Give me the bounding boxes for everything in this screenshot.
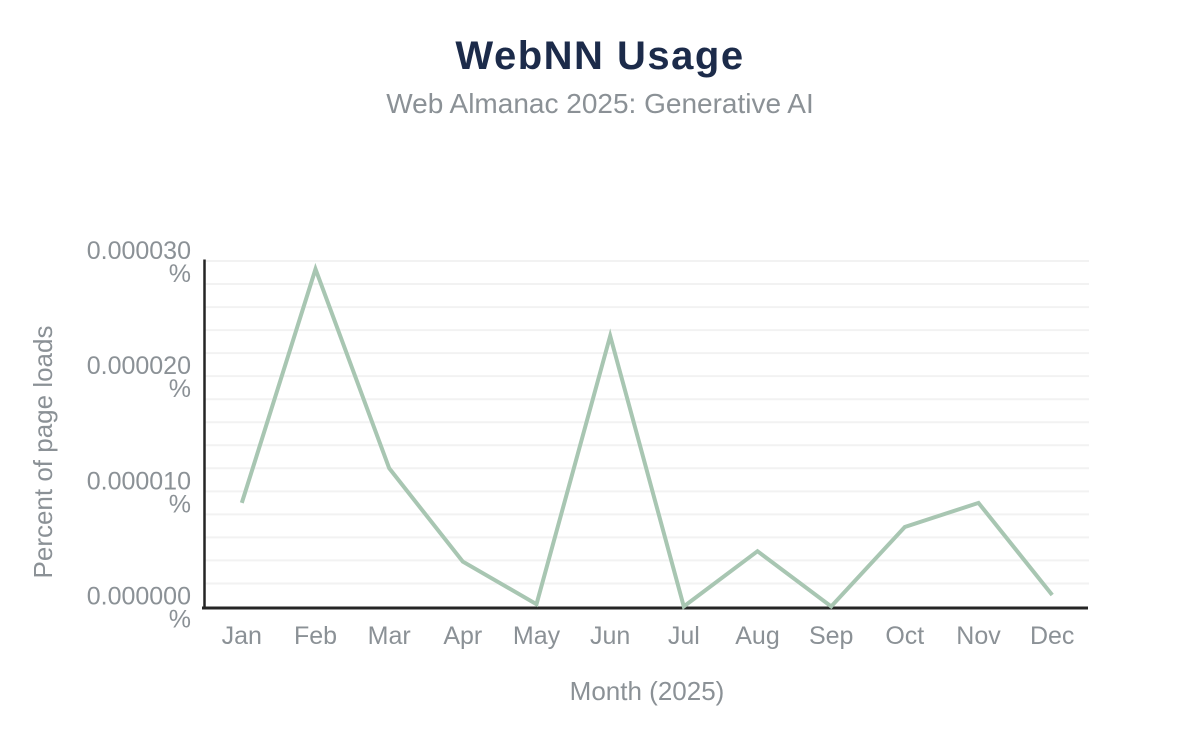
y-tick-label: 0.000000% bbox=[87, 583, 191, 634]
usage-line-series bbox=[239, 262, 1054, 610]
y-tick-label: 0.000020% bbox=[87, 352, 191, 403]
x-tick-label: Dec bbox=[1030, 622, 1074, 650]
x-axis-title: Month (2025) bbox=[570, 676, 725, 706]
x-tick-label: Feb bbox=[294, 622, 337, 650]
x-tick-label: Sep bbox=[809, 622, 853, 650]
x-tick-label: Jan bbox=[222, 622, 262, 650]
x-tick-label: Mar bbox=[368, 622, 411, 650]
y-tick-label: 0.000010% bbox=[87, 467, 191, 518]
x-tick-label: Jun bbox=[590, 622, 630, 650]
chart-subtitle: Web Almanac 2025: Generative AI bbox=[386, 88, 814, 119]
x-tick-label: Nov bbox=[956, 622, 1001, 650]
x-tick-label: Jul bbox=[668, 622, 700, 650]
x-tick-label: Apr bbox=[443, 622, 482, 650]
x-tick-label: Oct bbox=[885, 622, 924, 650]
chart-title: WebNN Usage bbox=[455, 34, 745, 78]
x-tick-label: Aug bbox=[735, 622, 779, 650]
x-tick-label: May bbox=[513, 622, 561, 650]
y-axis-title: Percent of page loads bbox=[28, 326, 58, 579]
y-tick-label: 0.000030% bbox=[87, 237, 191, 288]
